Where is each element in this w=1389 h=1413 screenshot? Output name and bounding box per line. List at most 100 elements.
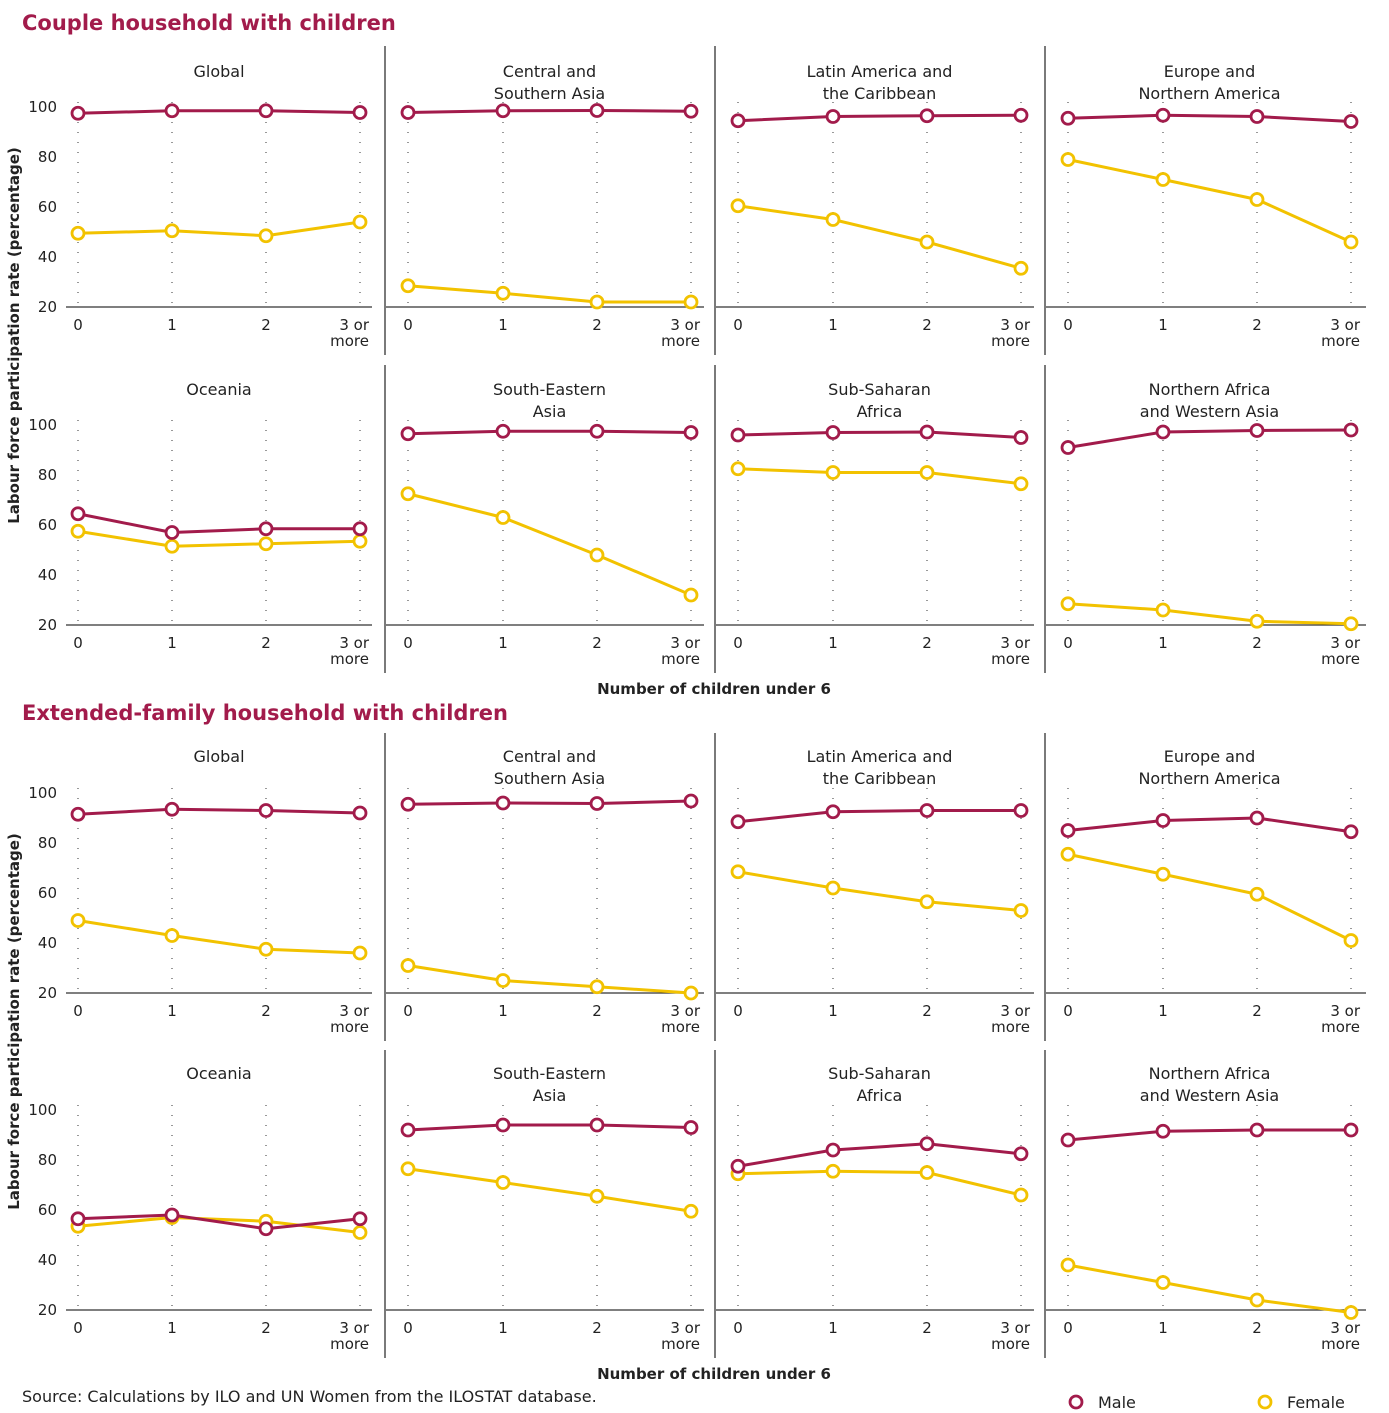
x-tick-label: 1 <box>498 316 508 334</box>
data-point-male <box>919 424 935 440</box>
data-point-male <box>352 805 368 821</box>
series-line-female <box>737 467 1022 486</box>
data-point-male <box>1155 107 1171 123</box>
y-axis-label: Labour force participation rate (percent… <box>5 833 23 1210</box>
data-point-male <box>495 103 511 119</box>
y-tick-label: 100 <box>28 1101 57 1119</box>
data-point-male <box>683 103 699 119</box>
data-point-male <box>825 804 841 820</box>
x-tick-label: 2 <box>592 316 602 334</box>
y-tick-label: 20 <box>38 616 57 634</box>
x-tick-label-line: more <box>991 650 1030 668</box>
panel-title-line: Oceania <box>186 380 251 399</box>
series-line-male <box>737 430 1022 439</box>
y-tick-label: 20 <box>38 984 57 1002</box>
panel-title: Central and Southern Asia <box>494 62 605 103</box>
x-tick-label-line: more <box>1321 1335 1360 1353</box>
data-point-female <box>1013 903 1029 918</box>
panel-northern-africa-and-western-asia: Northern Africa and Western Asia 0 1 2 3 or mo… <box>1044 1050 1366 1358</box>
panel-title-line: Northern America <box>1138 769 1280 788</box>
panel-global: Global 20 40 60 80 100 0 1 2 3 or more <box>28 62 372 350</box>
y-tick-label: 100 <box>28 784 57 802</box>
x-tick-label: 2 <box>922 316 932 334</box>
x-tick-label: 0 <box>403 1319 413 1337</box>
data-point-male <box>258 521 274 537</box>
x-tick-label-line: 3 or <box>1000 1319 1030 1337</box>
series-line-female <box>77 529 361 548</box>
data-point-female <box>70 913 86 928</box>
x-tick-label: 3 or more <box>330 316 370 350</box>
data-point-female <box>1343 1305 1359 1320</box>
data-point-male <box>70 1211 86 1227</box>
data-point-female <box>258 941 274 957</box>
data-point-female <box>730 864 746 880</box>
panel-latin-america-and-the-caribbean: Latin America and the Caribbean 0 1 2 3 or mor… <box>714 46 1034 355</box>
x-tick-label: 2 <box>592 634 602 652</box>
series-line-male <box>737 809 1021 824</box>
x-tick-label: 3 or more <box>1321 316 1361 350</box>
x-tick-label-line: more <box>991 1018 1030 1036</box>
panel-title-line: Central and <box>503 747 596 766</box>
x-tick-label: 2 <box>922 1319 932 1337</box>
x-tick-label-line: 3 or <box>670 316 700 334</box>
x-tick-label: 1 <box>167 316 177 334</box>
data-point-female <box>1060 846 1076 862</box>
data-point-male <box>495 1117 511 1133</box>
series-line-male <box>407 109 692 114</box>
x-tick-label-line: more <box>991 332 1030 350</box>
data-point-male <box>1249 810 1265 826</box>
x-tick-label-line: 3 or <box>339 316 369 334</box>
data-point-female <box>400 278 416 294</box>
y-tick-label: 60 <box>38 516 57 534</box>
data-point-male <box>258 103 274 119</box>
x-tick-label-line: 3 or <box>339 634 369 652</box>
data-point-female <box>1155 1275 1171 1290</box>
x-tick-label: 1 <box>498 1002 508 1020</box>
x-tick-label: 1 <box>167 1319 177 1337</box>
panel-title-line: Central and <box>503 62 596 81</box>
panel-title-line: Global <box>193 747 244 766</box>
series-line-male <box>407 429 692 436</box>
data-point-female <box>352 945 368 961</box>
x-tick-label-line: more <box>330 650 369 668</box>
data-point-female <box>1013 1187 1029 1203</box>
x-tick-label: 1 <box>1158 1319 1168 1337</box>
data-point-female <box>1060 596 1076 612</box>
legend: Male Female <box>1068 1393 1345 1412</box>
series-line-male <box>77 512 360 534</box>
data-point-male <box>683 1120 699 1135</box>
data-point-male <box>1343 1122 1359 1138</box>
x-tick-label-line: 3 or <box>1000 1002 1030 1020</box>
x-tick-label: 1 <box>1158 316 1168 334</box>
x-tick-label: 0 <box>403 316 413 334</box>
data-point-male <box>400 796 416 812</box>
x-tick-label: 0 <box>733 1002 743 1020</box>
x-tick-label-line: more <box>330 1018 369 1036</box>
x-tick-label-line: more <box>1321 332 1360 350</box>
x-tick-label: 2 <box>1252 634 1262 652</box>
series-line-male <box>1067 113 1352 123</box>
data-point-male <box>1060 823 1076 838</box>
x-tick-label: 3 or more <box>1321 1002 1361 1036</box>
data-point-female <box>730 461 746 477</box>
x-tick-label: 0 <box>1063 1319 1073 1337</box>
data-point-male <box>1155 424 1171 440</box>
data-point-male <box>730 427 746 443</box>
series-line-female <box>1067 602 1352 626</box>
x-tick-label: 2 <box>261 316 271 334</box>
panel-title-line: the Caribbean <box>823 84 936 103</box>
x-tick-label-line: 3 or <box>1330 316 1360 334</box>
data-point-female <box>919 234 935 250</box>
data-point-female <box>919 465 935 480</box>
series-line-female <box>1067 852 1352 942</box>
data-point-male <box>1249 109 1265 124</box>
series-line-male <box>77 807 361 816</box>
series-line-male <box>1067 816 1352 834</box>
panel-global: Global 20 40 60 80 100 0 1 2 3 or more <box>28 747 372 1036</box>
x-tick-label: 1 <box>167 1002 177 1020</box>
data-point-male <box>1343 114 1359 129</box>
data-point-male <box>919 803 935 818</box>
x-tick-label: 1 <box>828 316 838 334</box>
series-line-male <box>1067 428 1352 449</box>
